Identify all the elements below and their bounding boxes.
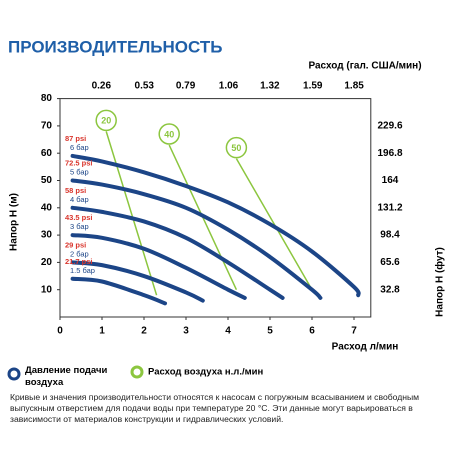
pressure-curve — [70, 153, 361, 298]
pressure-curve — [70, 205, 285, 300]
x-tick-label: 6 — [309, 326, 315, 337]
y2-tick-label: 196.8 — [377, 148, 402, 159]
air-flow-badge — [225, 136, 248, 159]
x-tick-label: 1 — [99, 326, 105, 337]
x-tick-label: 4 — [225, 326, 231, 337]
bar-label: 2 бар — [70, 249, 89, 258]
y2-tick-label: 32.8 — [380, 284, 400, 295]
pressure-curve — [70, 178, 323, 300]
air-flow-label: 20 — [101, 116, 111, 126]
air-flow-badge — [158, 123, 180, 145]
y-tick-label: 60 — [41, 148, 53, 159]
bar-label: 4 бар — [70, 195, 89, 204]
x-tick-label: 2 — [141, 326, 147, 337]
bar-label: 6 бар — [70, 143, 89, 152]
air-flow-line — [105, 131, 158, 296]
bar-label: 3 бар — [70, 222, 89, 231]
y2-axis-label: Напор H (фут) — [434, 247, 446, 317]
legend-marker — [7, 367, 21, 381]
air-flow-line — [235, 158, 313, 291]
top-tick-label: 1.32 — [260, 81, 280, 92]
legend-marker — [130, 365, 144, 379]
x-tick-label: 0 — [57, 326, 63, 337]
y2-tick-label: 164 — [382, 175, 399, 186]
legend-label: Расход воздуха н.л./мин — [148, 367, 263, 378]
chart-title: ПРОИЗВОДИТЕЛЬНОСТЬ — [8, 37, 222, 56]
chart: ПРОИЗВОДИТЕЛЬНОСТЬ Расход (гал. США/мин)… — [7, 37, 446, 388]
top-tick-label: 1.85 — [344, 81, 364, 92]
top-tick-label: 1.06 — [219, 81, 239, 92]
y-tick-label: 40 — [41, 202, 53, 213]
top-axis-label: Расход (гал. США/мин) — [308, 61, 421, 72]
x-tick-label: 7 — [351, 326, 357, 337]
bar-label: 1.5 бар — [70, 266, 95, 275]
top-tick-label: 0.53 — [135, 81, 155, 92]
psi-label: 72.5 psi — [65, 158, 93, 167]
y-tick-label: 10 — [41, 284, 53, 295]
footnote: Кривые и значения производительности отн… — [10, 392, 420, 424]
psi-label: 87 psi — [65, 134, 86, 143]
y-tick-label: 20 — [41, 257, 53, 268]
air-flow-label: 40 — [164, 129, 174, 139]
y2-tick-label: 65.6 — [380, 257, 400, 268]
psi-label: 58 psi — [65, 186, 86, 195]
legend-label: Давление подачи воздуха — [25, 365, 107, 388]
y-tick-label: 70 — [41, 121, 53, 132]
y2-tick-label: 131.2 — [377, 202, 402, 213]
psi-label: 21.7 psi — [65, 257, 93, 266]
pressure-curve — [70, 276, 167, 306]
psi-label: 29 psi — [65, 240, 86, 249]
bar-label: 5 бар — [70, 167, 89, 176]
psi-label: 43.5 psi — [65, 213, 93, 222]
pressure-curve — [70, 233, 247, 300]
y-axis-label: Напор H (м) — [9, 193, 20, 251]
y2-tick-label: 229.6 — [377, 121, 402, 132]
pressure-curve — [70, 260, 205, 303]
top-tick-label: 0.26 — [92, 81, 112, 92]
y-tick-label: 30 — [41, 230, 53, 241]
x-axis-label: Расход л/мин — [332, 342, 399, 353]
x-tick-label: 3 — [183, 326, 189, 337]
y-tick-label: 50 — [41, 175, 53, 186]
x-tick-label: 5 — [267, 326, 273, 337]
air-flow-label: 50 — [231, 143, 241, 153]
y-tick-label: 80 — [41, 93, 53, 104]
top-tick-label: 1.59 — [303, 81, 323, 92]
air-flow-badge — [95, 109, 117, 132]
y2-tick-label: 98.4 — [380, 230, 400, 241]
top-tick-label: 0.79 — [176, 81, 196, 92]
